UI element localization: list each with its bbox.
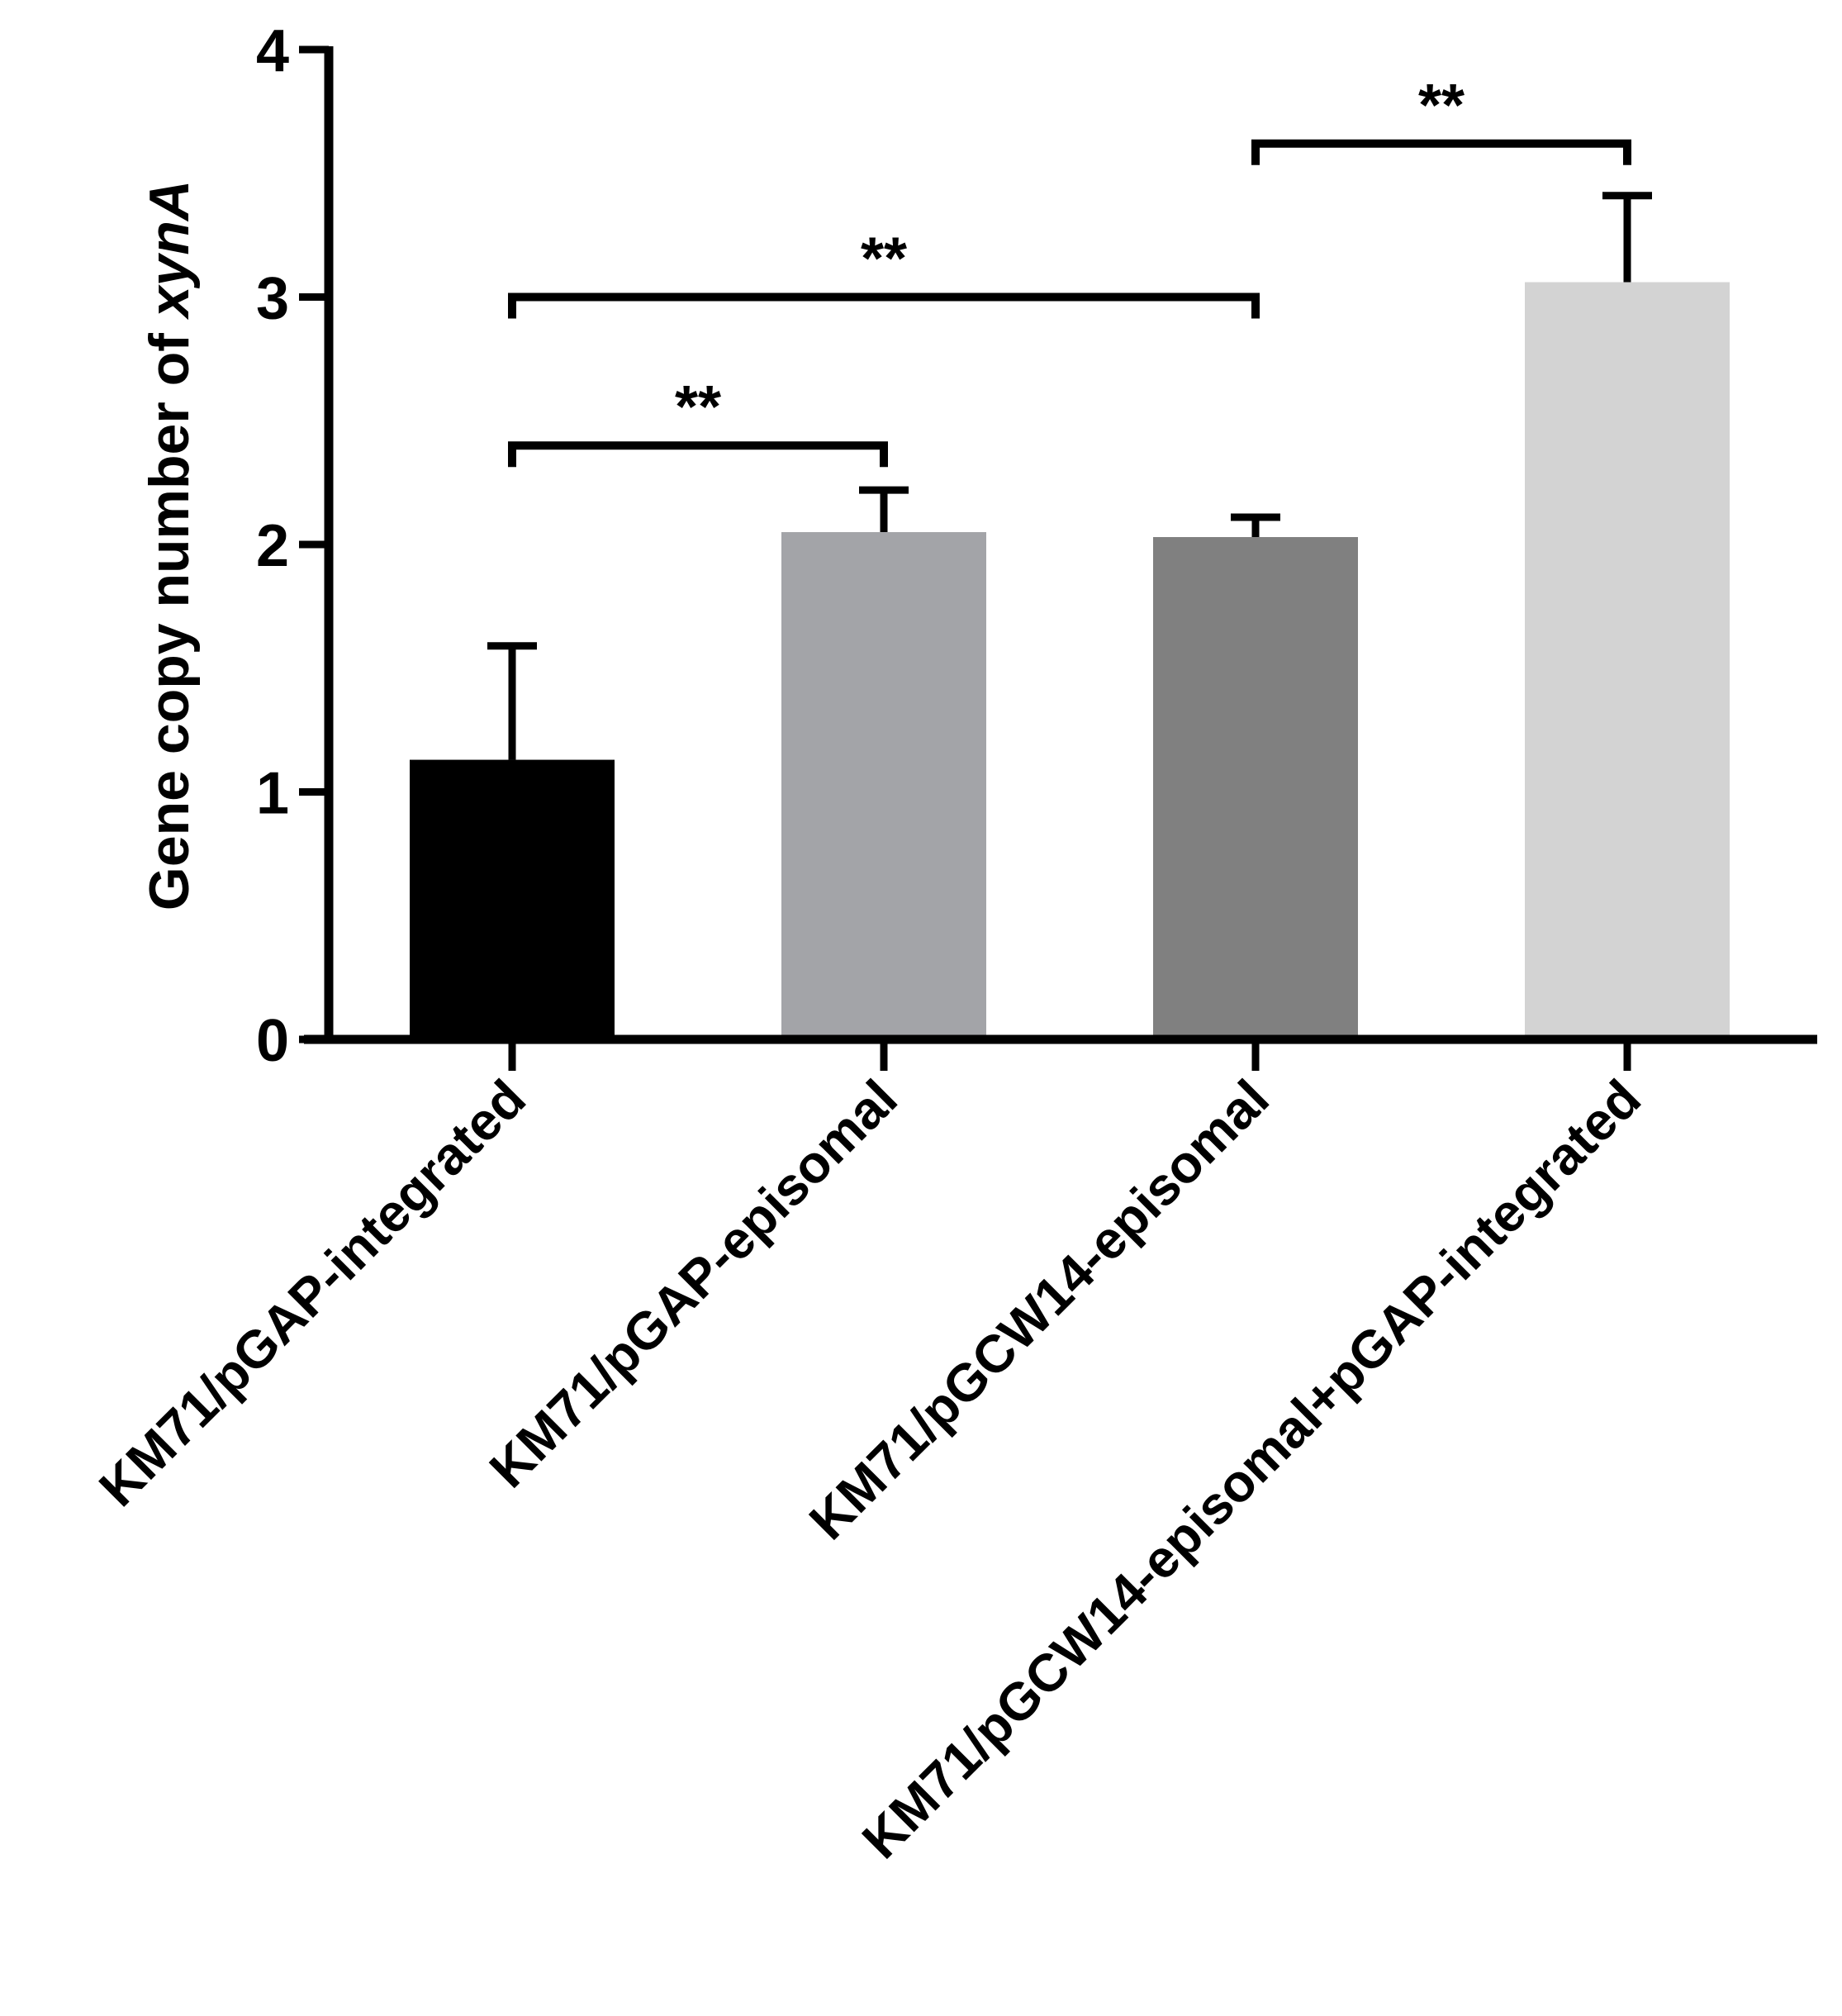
y-tick-label-1: 1 [256,761,289,827]
y-tick-label-2: 2 [256,513,289,579]
bar-4 [1525,282,1730,1039]
y-tick-label-3: 3 [256,266,289,332]
x-category-label-4: KM71/pGCW14-episomal+pGAP-integrated [851,1068,1652,1870]
significance-label-1: ** [675,374,721,440]
error-bars-layer [487,192,1652,760]
bar-1 [410,759,615,1039]
bar-2 [781,532,986,1039]
significance-layer [508,139,1631,468]
x-category-label-2: KM71/pGAP-episomal [478,1068,909,1499]
y-axis-title-italic: xynA [138,180,201,320]
axes-layer [299,45,1817,1071]
significance-label-3: ** [1418,73,1465,139]
significance-bracket-3 [1251,139,1631,165]
y-tick-label-0: 0 [256,1008,289,1074]
significance-bracket-2 [508,292,1260,319]
bars-layer [410,282,1730,1039]
y-axis-title: Gene copy number of xynA [138,180,201,911]
x-category-label-1: KM71/pGAP-integrated [88,1068,537,1518]
significance-label-2: ** [861,226,907,292]
y-axis-title-text: Gene copy number of [138,317,201,911]
y-tick-label-4: 4 [256,18,289,84]
significance-bracket-1 [508,441,888,468]
bar-3 [1153,537,1358,1039]
